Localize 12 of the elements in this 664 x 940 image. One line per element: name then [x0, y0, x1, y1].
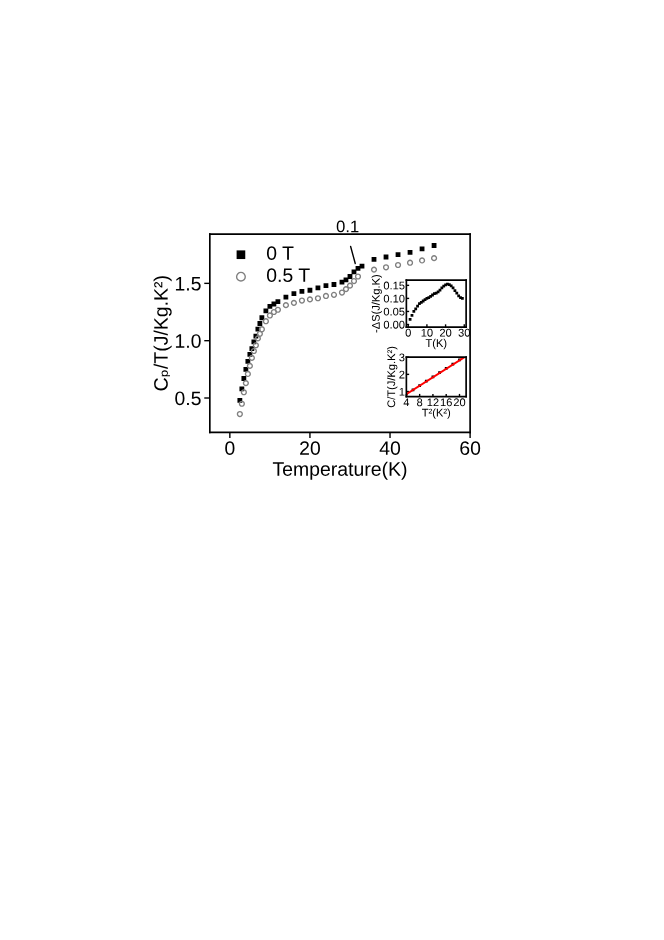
legend-label: 0 T	[266, 246, 294, 261]
y-tick-label: 1.5	[175, 277, 201, 291]
x-tick-label: 40	[379, 441, 401, 456]
annotation: 0.1	[336, 220, 359, 233]
y-tick-label: 0.5	[175, 391, 201, 406]
y-tick-label: 1.0	[175, 334, 201, 348]
legend-label: 0.5 T	[266, 268, 310, 283]
x-axis-title: Temperature(K)	[272, 461, 407, 480]
x-tick-label: 20	[300, 441, 320, 456]
x-tick-label: 0	[225, 441, 235, 456]
x-tick-label: 60	[460, 441, 481, 456]
y-axis-title: Cₚ/T(J/Kg.K²)	[153, 276, 172, 391]
